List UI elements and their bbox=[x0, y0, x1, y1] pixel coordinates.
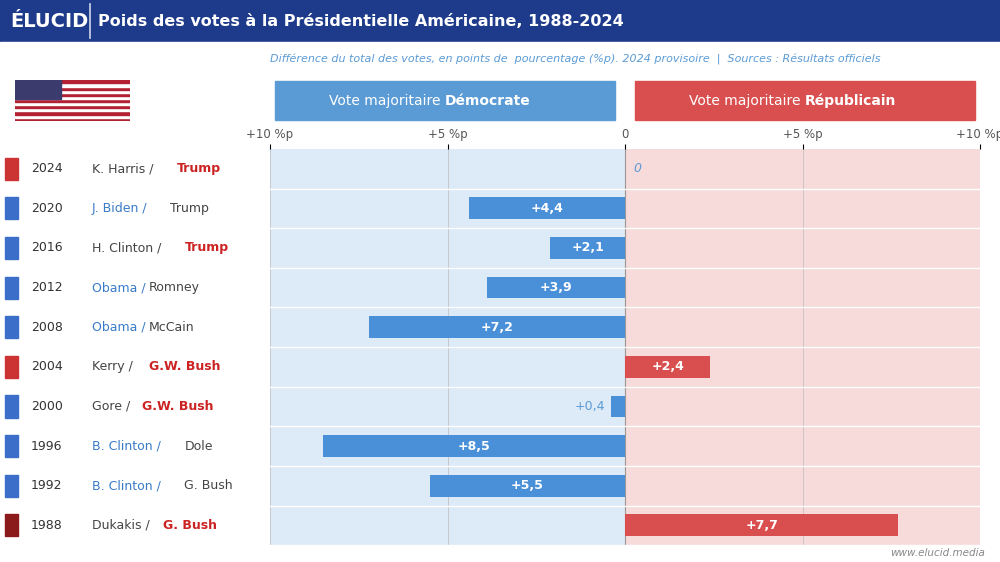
Bar bbox=[635, 81, 975, 120]
Text: 2012: 2012 bbox=[31, 281, 63, 294]
Text: 0: 0 bbox=[634, 162, 642, 175]
Bar bbox=[487, 277, 625, 298]
Text: Kerry /: Kerry / bbox=[92, 360, 137, 373]
Bar bbox=[5, 158, 18, 180]
Bar bbox=[369, 316, 625, 338]
Bar bbox=[5, 435, 18, 457]
Bar bbox=[5, 316, 18, 338]
Text: 1992: 1992 bbox=[31, 479, 63, 492]
Text: Dole: Dole bbox=[184, 439, 213, 452]
Text: +7,7: +7,7 bbox=[745, 519, 778, 532]
Text: +7,2: +7,2 bbox=[481, 321, 514, 334]
Bar bbox=[15, 80, 130, 84]
Bar bbox=[5, 396, 18, 418]
Text: Vote majoritaire: Vote majoritaire bbox=[689, 94, 805, 107]
Text: Républicain: Républicain bbox=[805, 93, 896, 108]
Text: +5,5: +5,5 bbox=[511, 479, 544, 492]
Text: Romney: Romney bbox=[149, 281, 200, 294]
Text: +3,9: +3,9 bbox=[539, 281, 572, 294]
Bar bbox=[15, 102, 130, 105]
Text: B. Clinton /: B. Clinton / bbox=[92, 439, 165, 452]
Text: G.W. Bush: G.W. Bush bbox=[149, 360, 220, 373]
Text: Différence du total des votes, en points de  pourcentage (%p). 2024 provisoire  : Différence du total des votes, en points… bbox=[270, 55, 881, 65]
Text: Trump: Trump bbox=[177, 162, 221, 175]
Bar bbox=[15, 84, 130, 87]
Text: Poids des votes à la Présidentielle Américaine, 1988-2024: Poids des votes à la Présidentielle Amér… bbox=[98, 13, 624, 29]
Text: 2008: 2008 bbox=[31, 321, 63, 334]
Bar bbox=[15, 80, 61, 99]
Text: G.W. Bush: G.W. Bush bbox=[142, 400, 213, 413]
Text: G. Bush: G. Bush bbox=[184, 479, 233, 492]
Bar bbox=[550, 237, 625, 259]
Bar bbox=[15, 99, 130, 102]
Text: K. Harris /: K. Harris / bbox=[92, 162, 157, 175]
Text: Trump: Trump bbox=[170, 202, 209, 215]
Text: Obama /: Obama / bbox=[92, 321, 149, 334]
Text: +2,4: +2,4 bbox=[651, 360, 684, 373]
Bar bbox=[430, 475, 625, 497]
Text: Vote majoritaire: Vote majoritaire bbox=[329, 94, 445, 107]
Bar bbox=[15, 90, 130, 93]
Bar bbox=[625, 356, 710, 378]
Text: J. Biden /: J. Biden / bbox=[92, 202, 151, 215]
Bar bbox=[270, 149, 625, 545]
Bar bbox=[15, 115, 130, 117]
Text: Démocrate: Démocrate bbox=[445, 94, 531, 107]
Bar bbox=[15, 93, 130, 96]
Bar bbox=[625, 149, 980, 545]
Text: 2016: 2016 bbox=[31, 242, 63, 255]
Text: +8,5: +8,5 bbox=[458, 439, 490, 452]
Text: +2,1: +2,1 bbox=[571, 242, 604, 255]
Text: Gore /: Gore / bbox=[92, 400, 134, 413]
Text: G. Bush: G. Bush bbox=[163, 519, 217, 532]
Bar bbox=[611, 396, 625, 418]
Bar bbox=[15, 105, 130, 108]
Text: +0,4: +0,4 bbox=[575, 400, 605, 413]
Bar bbox=[5, 277, 18, 298]
Text: 1996: 1996 bbox=[31, 439, 63, 452]
Text: +4,4: +4,4 bbox=[530, 202, 563, 215]
Text: 2004: 2004 bbox=[31, 360, 63, 373]
Text: Dukakis /: Dukakis / bbox=[92, 519, 154, 532]
Bar bbox=[15, 87, 130, 90]
Bar bbox=[275, 81, 615, 120]
Bar bbox=[15, 111, 130, 115]
Bar bbox=[323, 435, 625, 457]
Bar bbox=[5, 237, 18, 259]
Text: Obama /: Obama / bbox=[92, 281, 149, 294]
Bar bbox=[625, 514, 898, 536]
Bar bbox=[5, 475, 18, 497]
Text: 2000: 2000 bbox=[31, 400, 63, 413]
Text: 1988: 1988 bbox=[31, 519, 63, 532]
Text: B. Clinton /: B. Clinton / bbox=[92, 479, 165, 492]
Text: 2020: 2020 bbox=[31, 202, 63, 215]
Bar bbox=[15, 108, 130, 111]
Text: ÉLUCID: ÉLUCID bbox=[10, 12, 88, 30]
Bar bbox=[15, 117, 130, 121]
Text: www.elucid.media: www.elucid.media bbox=[890, 548, 985, 558]
Bar bbox=[469, 197, 625, 219]
Bar bbox=[5, 197, 18, 219]
Bar bbox=[5, 356, 18, 378]
Bar bbox=[5, 514, 18, 536]
Text: McCain: McCain bbox=[149, 321, 194, 334]
Text: Trump: Trump bbox=[184, 242, 229, 255]
Text: H. Clinton /: H. Clinton / bbox=[92, 242, 165, 255]
Text: 2024: 2024 bbox=[31, 162, 63, 175]
Bar bbox=[15, 96, 130, 99]
